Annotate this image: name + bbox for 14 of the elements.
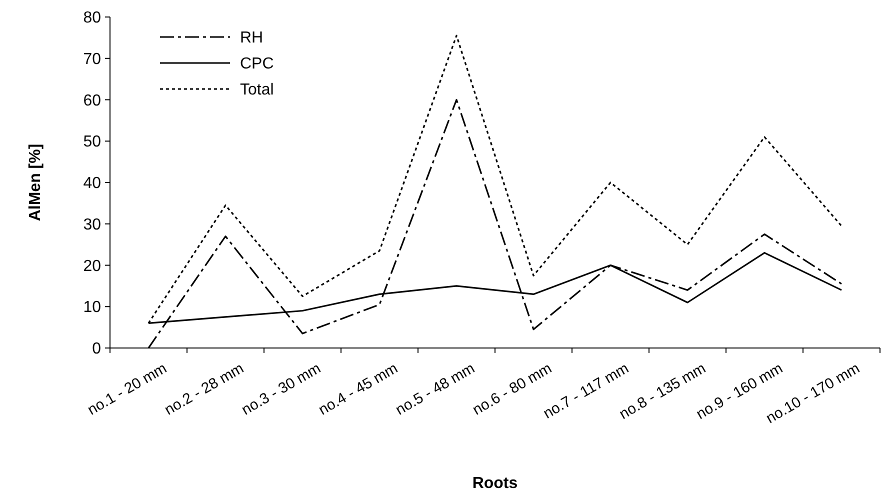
- y-tick-label: 80: [83, 10, 102, 27]
- y-tick-label: 70: [83, 50, 102, 68]
- x-axis-title: Roots: [472, 475, 518, 492]
- y-tick-label: 60: [83, 92, 102, 110]
- y-tick-label: 50: [83, 134, 102, 151]
- legend-label: RH: [240, 30, 264, 47]
- y-axis-title: AlMen [%]: [27, 144, 44, 222]
- y-tick-label: 20: [83, 258, 102, 275]
- y-tick-label: 10: [83, 299, 102, 316]
- y-tick-label: 30: [83, 216, 102, 234]
- y-tick-label: 0: [92, 340, 102, 358]
- legend-label: Total: [240, 82, 274, 99]
- y-tick-label: 40: [83, 175, 102, 192]
- legend-label: CPC: [240, 56, 274, 73]
